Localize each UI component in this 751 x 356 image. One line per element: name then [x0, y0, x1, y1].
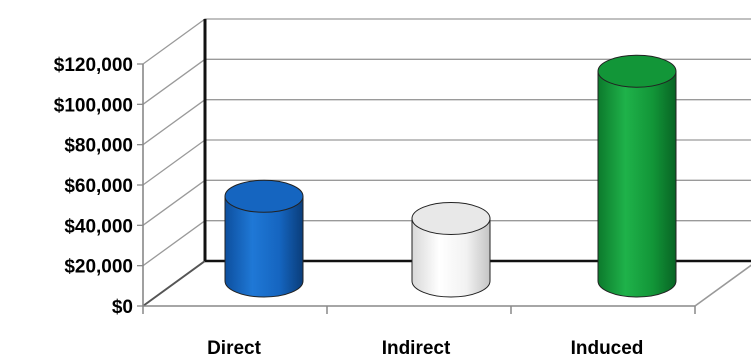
y-tick-label: $80,000 — [64, 136, 133, 157]
x-category-label: Indirect — [382, 338, 451, 356]
y-tick-label: $120,000 — [54, 55, 133, 76]
bar-body — [597, 70, 677, 298]
bar-induced — [597, 54, 677, 298]
y-tick-label: $20,000 — [64, 257, 133, 278]
bar-top — [224, 179, 304, 213]
x-category-label: Induced — [571, 338, 644, 356]
gridline — [142, 18, 751, 65]
y-tick-label: $0 — [112, 297, 133, 318]
y-tick-label: $100,000 — [54, 95, 133, 116]
bars — [224, 54, 677, 298]
bar-top — [597, 54, 677, 88]
x-axis-labels: Direct Indirect Induced — [207, 338, 643, 356]
bar-top — [411, 201, 491, 235]
bar-indirect — [411, 201, 491, 298]
y-tick-label: $40,000 — [64, 216, 133, 237]
x-category-label: Direct — [207, 338, 262, 356]
y-tick-label: $60,000 — [64, 176, 133, 197]
bar-body — [411, 217, 491, 298]
y-axis-ticks: $0 $20,000 $40,000 $60,000 $80,000 $100,000 $1… — [54, 55, 133, 318]
bar-direct — [224, 179, 304, 298]
bar-body — [224, 195, 304, 298]
floor-right-edge — [694, 264, 751, 307]
